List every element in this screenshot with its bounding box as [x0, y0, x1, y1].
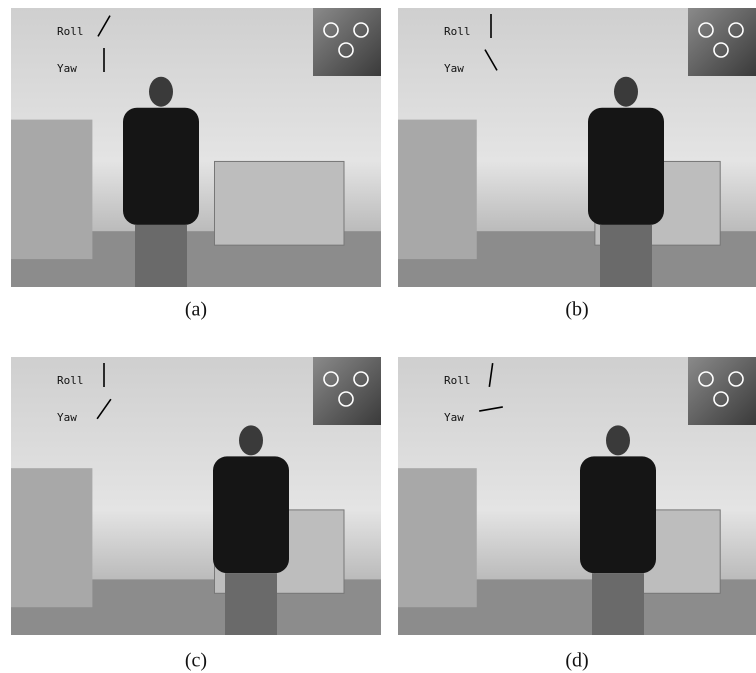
- person-head: [614, 77, 638, 107]
- person-head: [149, 77, 173, 107]
- face-inset: [313, 357, 381, 425]
- face-inset: [688, 8, 756, 76]
- yaw-label: Yaw: [57, 62, 77, 75]
- yaw-label: Yaw: [444, 411, 464, 424]
- photo-panel: Roll Yaw: [398, 357, 756, 635]
- person-head: [606, 425, 630, 455]
- shelf: [398, 120, 477, 260]
- person-body: [213, 456, 289, 573]
- person-body: [580, 456, 656, 573]
- person-body: [588, 108, 664, 225]
- shelf: [398, 468, 477, 607]
- caption: (c): [185, 650, 207, 672]
- person-head: [239, 425, 263, 455]
- person-legs: [592, 573, 644, 635]
- caption: (a): [185, 299, 207, 321]
- roll-label: Roll: [444, 374, 471, 387]
- photo-panel: Roll Yaw: [11, 357, 381, 635]
- photo-panel: Roll Yaw: [398, 8, 756, 287]
- yaw-label: Yaw: [444, 62, 464, 75]
- person-body: [123, 108, 199, 225]
- person-legs: [600, 225, 652, 287]
- person-legs: [135, 225, 187, 287]
- figure: Roll Yaw (a) Roll Yaw (b) Roll Yaw (c) Roll Yaw (d): [0, 0, 756, 673]
- photo-panel: Roll Yaw: [11, 8, 381, 287]
- face-inset: [688, 357, 756, 425]
- shelf: [11, 120, 92, 260]
- furniture: [215, 161, 345, 245]
- face-inset: [313, 8, 381, 76]
- caption: (d): [565, 650, 588, 672]
- roll-label: Roll: [57, 25, 84, 38]
- roll-label: Roll: [444, 25, 471, 38]
- shelf: [11, 468, 92, 607]
- roll-label: Roll: [57, 374, 84, 387]
- person-legs: [225, 573, 277, 635]
- yaw-label: Yaw: [57, 411, 77, 424]
- caption: (b): [565, 299, 588, 321]
